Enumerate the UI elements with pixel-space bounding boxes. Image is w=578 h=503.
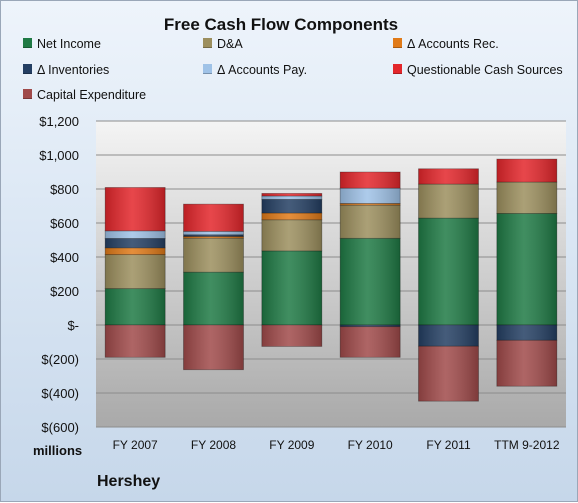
plot-area — [96, 121, 566, 427]
legend-item-net-income: Net Income — [23, 37, 101, 51]
bar-segment-shading — [105, 247, 166, 255]
bar-segment-shading — [340, 238, 401, 325]
bar-segment-shading — [105, 187, 166, 231]
bar-segment-shading — [340, 203, 401, 206]
legend-swatch — [393, 64, 402, 74]
bar-segment-shading — [183, 234, 244, 237]
bar-segment-shading — [261, 193, 322, 196]
legend-item-accounts-rec: Δ Accounts Rec. — [393, 37, 499, 51]
legend-label: Δ Accounts Rec. — [407, 37, 499, 51]
bar-segment-shading — [340, 325, 401, 327]
legend-label: Questionable Cash Sources — [407, 63, 563, 77]
x-tick-label: FY 2007 — [113, 438, 158, 452]
x-tick-label: FY 2008 — [191, 438, 236, 452]
x-tick-label: TTM 9-2012 — [494, 438, 560, 452]
bar-segment-shading — [183, 236, 244, 239]
y-tick-label: $(600) — [41, 420, 79, 435]
bar-segment-shading — [261, 199, 322, 213]
bar-segment-shading — [418, 168, 479, 185]
company-name: Hershey — [97, 473, 161, 490]
bar-segment-shading — [340, 172, 401, 189]
legend-swatch — [203, 38, 212, 48]
bar-segment-shading — [418, 325, 479, 347]
legend-item-accounts-pay: Δ Accounts Pay. — [203, 63, 307, 77]
bar-segment-shading — [496, 340, 557, 387]
chart-title: Free Cash Flow Components — [163, 15, 399, 34]
legend-swatch — [23, 64, 32, 74]
bar-segment-shading — [183, 238, 244, 273]
x-tick-label: FY 2010 — [348, 438, 393, 452]
bar-segment-shading — [261, 212, 322, 220]
y-tick-label: $800 — [50, 182, 79, 197]
y-tick-label: $(400) — [41, 386, 79, 401]
y-tick-label: $(200) — [41, 352, 79, 367]
legend-item-questionable-cash-sources: Questionable Cash Sources — [393, 63, 563, 77]
bar-segment-shading — [183, 231, 244, 235]
bar-segment-shading — [340, 188, 401, 204]
y-tick-label: $600 — [50, 216, 79, 231]
legend-label: Δ Accounts Pay. — [217, 63, 308, 77]
bar-segment-shading — [261, 195, 322, 200]
legend-swatch — [23, 89, 32, 99]
y-tick-label: $200 — [50, 284, 79, 299]
bar-segment-shading — [105, 254, 166, 289]
bar-segment-shading — [418, 346, 479, 402]
bar-segment-shading — [418, 184, 479, 219]
bar-segment-shading — [496, 325, 557, 341]
bar-segment-shading — [183, 325, 244, 370]
bar-segment-shading — [261, 325, 322, 347]
legend-label: Capital Expenditure — [37, 88, 147, 102]
y-tick-label: $400 — [50, 250, 79, 265]
legend-swatch — [203, 64, 212, 74]
bar-segment-shading — [183, 204, 244, 232]
y-tick-label: $- — [67, 318, 79, 333]
legend-swatch — [23, 38, 32, 48]
bar-segment-shading — [105, 325, 166, 358]
legend-item-capital-expenditure: Capital Expenditure — [23, 88, 146, 102]
x-tick-label: FY 2011 — [426, 438, 471, 452]
y-tick-label: $1,200 — [39, 114, 79, 129]
bar-segment-shading — [261, 250, 322, 325]
bar-segment-shading — [496, 159, 557, 183]
bar-segment-shading — [261, 219, 322, 251]
bar-segment-shading — [496, 182, 557, 214]
units-label: millions — [33, 443, 83, 458]
bar-segment-shading — [496, 213, 557, 325]
bar-segment-shading — [105, 288, 166, 325]
x-tick-label: FY 2009 — [269, 438, 314, 452]
y-tick-label: $1,000 — [39, 148, 79, 163]
legend-item-d-a: D&A — [203, 37, 243, 51]
bar-segment-shading — [418, 218, 479, 325]
bar-segment-shading — [340, 205, 401, 239]
legend-item-inventories: Δ Inventories — [23, 63, 109, 77]
legend-label: Net Income — [37, 37, 101, 51]
bar-segment-shading — [183, 272, 244, 325]
legend-label: Δ Inventories — [37, 63, 110, 77]
legend-label: D&A — [217, 37, 243, 51]
bar-segment-shading — [105, 238, 166, 248]
bar-segment-shading — [105, 230, 166, 239]
bar-segment-shading — [340, 326, 401, 358]
legend-swatch — [393, 38, 402, 48]
